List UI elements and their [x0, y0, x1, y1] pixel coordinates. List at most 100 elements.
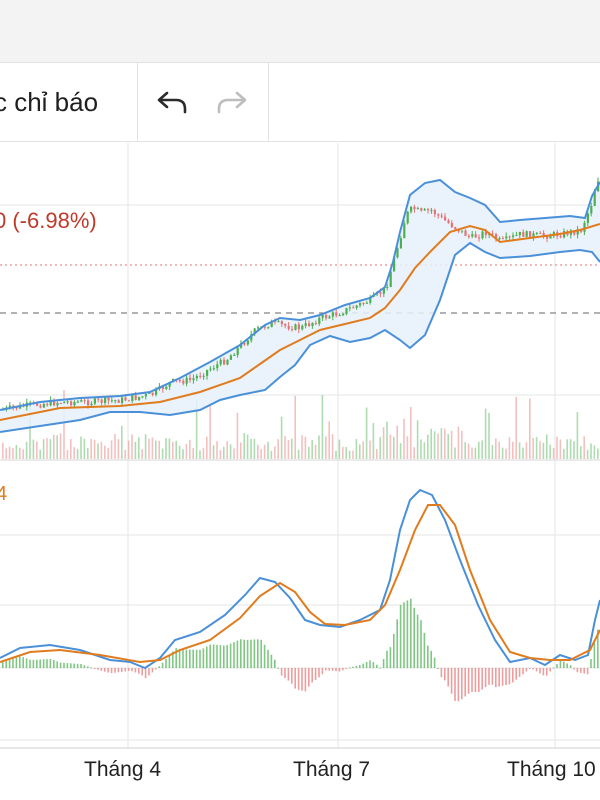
histogram-bar [155, 668, 157, 670]
candle-body [185, 377, 188, 384]
candle-body [495, 234, 498, 240]
candle-body [586, 213, 589, 223]
histogram-bar [505, 668, 507, 686]
histogram-bar [484, 668, 487, 688]
candle-body [501, 238, 504, 240]
macd-line [0, 488, 600, 670]
volume-bar [420, 439, 422, 459]
volume-bar [25, 441, 28, 459]
histogram-bar [457, 668, 460, 702]
volume-bar [552, 447, 555, 459]
candle-body [331, 312, 334, 317]
volume-bar [410, 406, 412, 459]
volume-bar [246, 434, 249, 459]
volume-bar [138, 437, 140, 459]
histogram-bar [522, 668, 524, 675]
candle-body [382, 287, 385, 294]
volume-bar [83, 438, 86, 459]
volume-bar [70, 439, 72, 459]
candle-body [522, 231, 525, 237]
histogram-bar [189, 649, 191, 668]
candle-body [291, 329, 294, 331]
candle-body [141, 396, 144, 398]
volume-bar [345, 447, 347, 459]
volume-bar [362, 441, 364, 459]
histogram-bar [314, 668, 317, 680]
volume-bar [8, 446, 11, 459]
volume-bar [474, 447, 477, 459]
histogram-bar [168, 655, 171, 668]
candle-body [515, 235, 518, 237]
volume-bar [66, 449, 69, 459]
volume-bar [263, 444, 266, 459]
candle-body [100, 399, 103, 403]
volume-bar [325, 436, 327, 459]
histogram-bar [433, 657, 436, 668]
candle-body [246, 340, 249, 345]
volume-bar [63, 390, 65, 459]
candle-body [471, 234, 474, 237]
candle-body [450, 222, 453, 228]
indicators-button[interactable]: c chỉ báo [0, 63, 138, 142]
candle-body [335, 312, 338, 316]
undo-button[interactable] [155, 85, 191, 121]
candle-body [138, 396, 141, 400]
volume-bar [396, 425, 398, 459]
candle-body [559, 236, 562, 238]
histogram-bar [195, 649, 198, 668]
candle-body [274, 321, 277, 323]
histogram-bar [49, 658, 52, 668]
volume-bar [117, 439, 120, 459]
redo-button[interactable] [213, 85, 249, 121]
candle-body [46, 404, 49, 406]
bollinger-middle-line [0, 223, 600, 421]
histogram-bar [328, 668, 330, 671]
candle-body [301, 325, 304, 330]
candle-body [447, 220, 450, 223]
candle-body [56, 403, 59, 406]
candle-body [270, 321, 273, 328]
volume-bar [573, 441, 575, 459]
candle-body [226, 359, 229, 365]
volume-bar [386, 421, 388, 459]
volume-bar [328, 421, 330, 459]
candle-body [590, 205, 593, 214]
volume-bar [97, 443, 99, 459]
volume-bar [209, 403, 211, 459]
histogram-bar [212, 644, 215, 668]
histogram-bar [447, 668, 449, 687]
histogram-bar [219, 645, 222, 668]
candle-body [433, 210, 436, 215]
candle-body [491, 233, 494, 235]
histogram-bar [593, 642, 596, 668]
volume-bar [124, 449, 126, 459]
histogram-bar [19, 656, 21, 668]
macd-indicator-label: 4 [0, 483, 8, 505]
candle-body [386, 287, 389, 289]
histogram-bar [318, 668, 320, 678]
candle-body [498, 238, 501, 240]
volume-bar [542, 442, 545, 459]
volume-bar [155, 440, 157, 459]
volume-bar [59, 433, 62, 459]
volume-bar [15, 444, 18, 459]
histogram-bar [529, 668, 531, 669]
histogram-bar [474, 668, 477, 692]
candle-body [362, 303, 365, 305]
histogram-bar [161, 662, 164, 668]
histogram-bar [406, 600, 409, 668]
candle-body [66, 401, 69, 403]
histogram-bar [416, 614, 419, 668]
histogram-bar [573, 668, 575, 670]
volume-bar [182, 449, 184, 459]
volume-bar [314, 444, 317, 459]
volume-bar [216, 441, 218, 459]
volume-bar [484, 408, 487, 459]
histogram-bar [29, 659, 31, 668]
candle-body [539, 232, 542, 234]
histogram-bar [301, 668, 303, 691]
candle-body [199, 375, 202, 377]
histogram-bar [15, 657, 18, 668]
volume-bar [529, 398, 531, 459]
